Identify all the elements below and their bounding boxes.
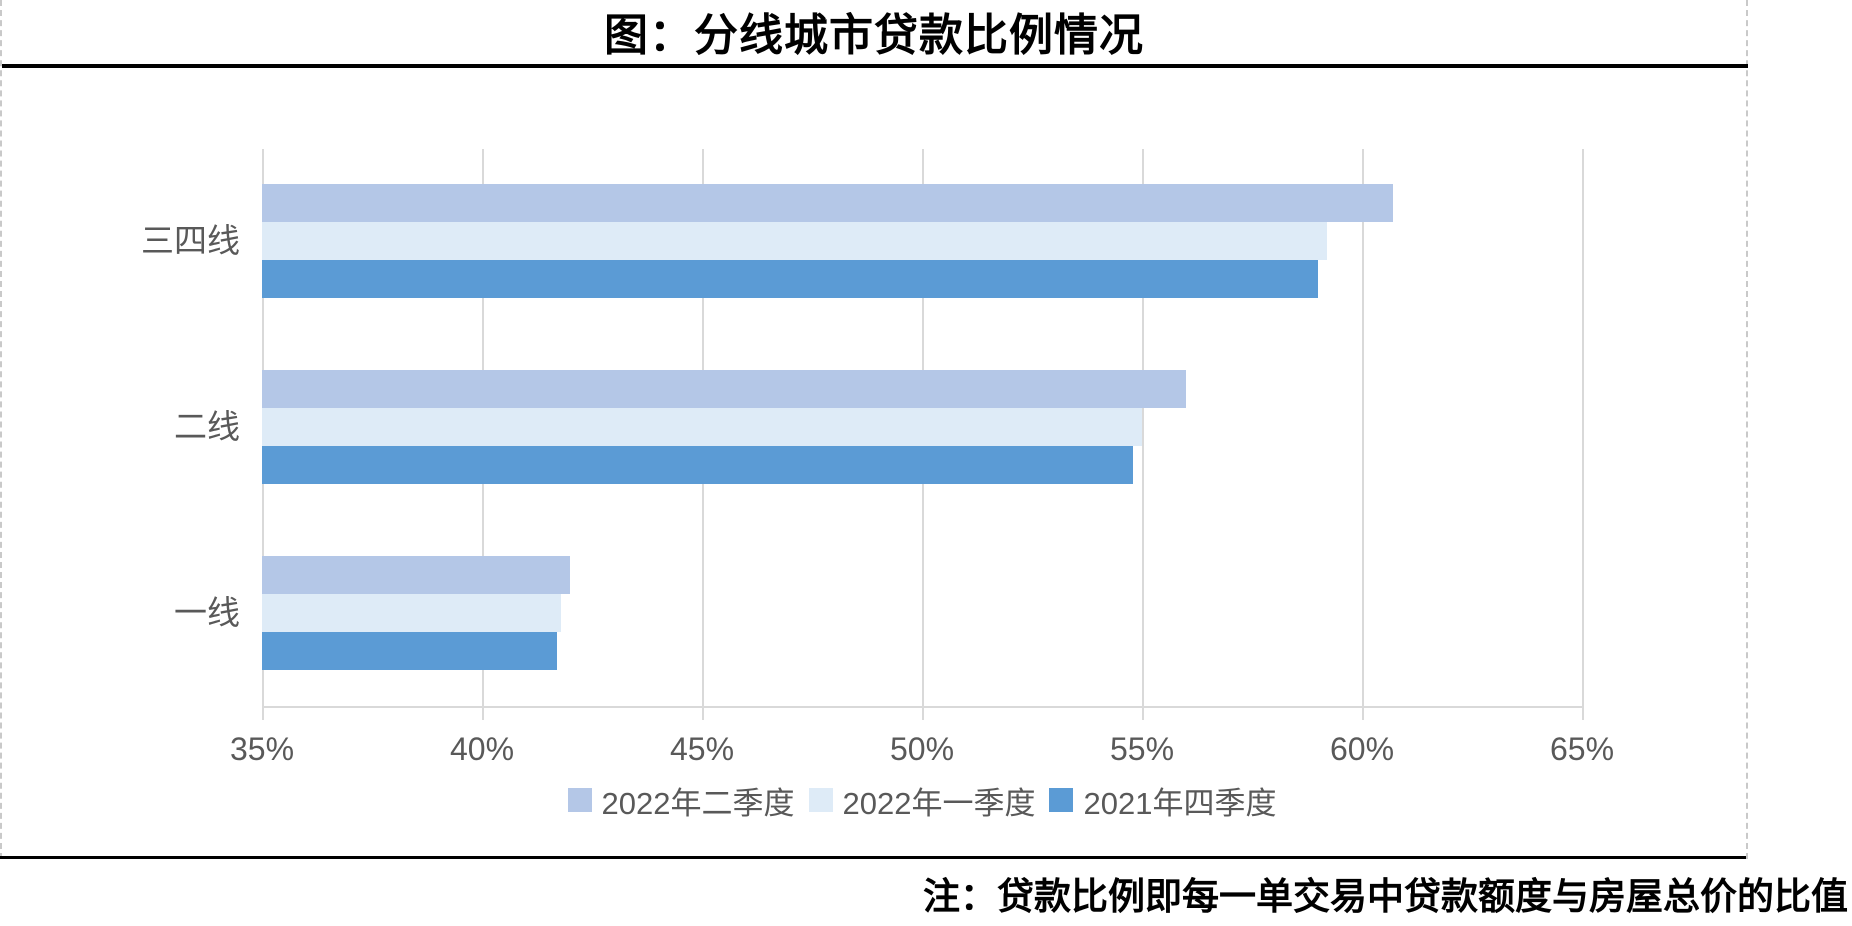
legend-item-2021年四季度: 2021年四季度: [1049, 778, 1276, 823]
category-label-一线: 一线: [174, 594, 240, 631]
axis-tick: [1582, 708, 1584, 720]
x-axis-tick-label: 35%: [229, 731, 295, 767]
x-axis-line: [262, 706, 1584, 708]
bar-三四线-2022年一季度: [262, 222, 1327, 260]
bar-二线-2021年四季度: [262, 446, 1133, 484]
axis-tick: [702, 708, 704, 720]
legend-item-2022年二季度: 2022年二季度: [567, 778, 795, 823]
bar-三四线-2021年四季度: [262, 260, 1318, 298]
axis-tick: [262, 708, 264, 720]
bar-三四线-2022年二季度: [262, 184, 1393, 222]
legend-label: 2021年四季度: [1083, 785, 1277, 821]
axis-tick: [482, 708, 484, 720]
gridline: [1582, 149, 1584, 707]
x-axis-tick-label: 60%: [1329, 731, 1395, 767]
legend-swatch-icon: [567, 788, 592, 812]
legend-swatch-icon: [808, 788, 833, 812]
title-divider-rule: [2, 64, 1748, 68]
category-label-二线: 二线: [174, 408, 240, 445]
axis-tick: [1142, 708, 1144, 720]
x-axis-tick-label: 55%: [1109, 731, 1175, 767]
plot-area: [262, 149, 1584, 720]
footnote: 注：贷款比例即每一单交易中贷款额度与房屋总价的比值: [923, 876, 1848, 917]
legend-item-2022年一季度: 2022年一季度: [808, 778, 1036, 823]
chart-cell: 图：分线城市贷款比例情况 三四线二线一线 35% 40% 45% 50% 55% 60% 6…: [0, 0, 1748, 859]
x-axis-tick-label: 65%: [1549, 731, 1615, 767]
bar-一线-2022年二季度: [262, 556, 570, 594]
bar-二线-2022年一季度: [262, 408, 1142, 446]
gridline: [1142, 149, 1144, 707]
legend-swatch-icon: [1049, 788, 1074, 812]
x-axis-tick-label: 45%: [669, 731, 735, 767]
bar-二线-2022年二季度: [262, 370, 1186, 408]
category-label-三四线: 三四线: [141, 222, 240, 259]
chart-bottom-rule: [0, 856, 1746, 859]
legend-label: 2022年二季度: [601, 785, 795, 821]
legend-label: 2022年一季度: [842, 785, 1036, 821]
bar-一线-2022年一季度: [262, 594, 561, 632]
x-axis-tick-label: 50%: [889, 731, 955, 767]
x-axis-tick-label: 40%: [449, 731, 515, 767]
legend: 2022年二季度 2022年一季度 2021年四季度: [262, 778, 1582, 823]
axis-tick: [1362, 708, 1364, 720]
axis-tick: [922, 708, 924, 720]
chart-title: 图：分线城市贷款比例情况: [604, 11, 1144, 60]
bar-一线-2021年四季度: [262, 632, 557, 670]
gridline: [1362, 149, 1364, 707]
